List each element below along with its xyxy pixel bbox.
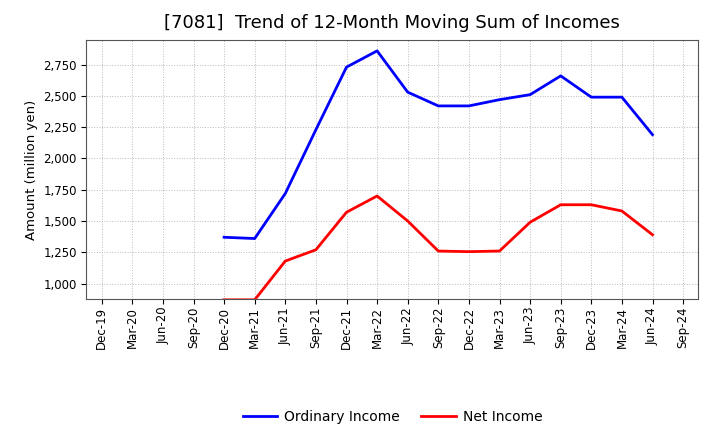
Net Income — [557, 202, 565, 207]
Net Income — [587, 202, 595, 207]
Net Income — [251, 297, 259, 302]
Line: Net Income: Net Income — [224, 196, 652, 300]
Net Income — [464, 249, 473, 254]
Net Income — [312, 247, 320, 253]
Ordinary Income — [312, 127, 320, 132]
Ordinary Income — [281, 191, 289, 196]
Ordinary Income — [587, 95, 595, 100]
Net Income — [281, 258, 289, 264]
Net Income — [220, 297, 228, 302]
Ordinary Income — [220, 235, 228, 240]
Title: [7081]  Trend of 12-Month Moving Sum of Incomes: [7081] Trend of 12-Month Moving Sum of I… — [164, 15, 621, 33]
Ordinary Income — [495, 97, 504, 102]
Ordinary Income — [403, 89, 412, 95]
Legend: Ordinary Income, Net Income: Ordinary Income, Net Income — [237, 405, 548, 430]
Line: Ordinary Income: Ordinary Income — [224, 51, 652, 238]
Net Income — [373, 193, 382, 198]
Net Income — [403, 218, 412, 224]
Net Income — [618, 209, 626, 214]
Ordinary Income — [342, 65, 351, 70]
Ordinary Income — [618, 95, 626, 100]
Ordinary Income — [557, 73, 565, 78]
Net Income — [495, 249, 504, 254]
Net Income — [648, 232, 657, 238]
Ordinary Income — [464, 103, 473, 109]
Ordinary Income — [373, 48, 382, 54]
Ordinary Income — [434, 103, 443, 109]
Y-axis label: Amount (million yen): Amount (million yen) — [24, 99, 37, 239]
Net Income — [342, 209, 351, 215]
Ordinary Income — [251, 236, 259, 241]
Net Income — [526, 220, 534, 225]
Ordinary Income — [648, 132, 657, 137]
Ordinary Income — [526, 92, 534, 97]
Net Income — [434, 249, 443, 254]
